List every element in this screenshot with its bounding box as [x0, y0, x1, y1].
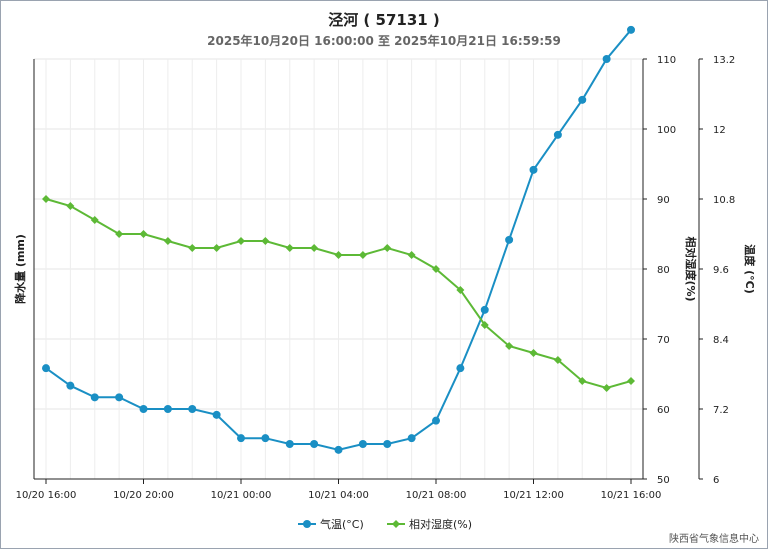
humidity-point: [529, 349, 538, 357]
legend-humidity-label: 相对湿度(%): [409, 517, 472, 531]
temperature-tick-label: 7.2: [713, 405, 729, 416]
humidity-point: [407, 251, 416, 259]
humidity-point: [285, 244, 294, 252]
humidity-point: [358, 251, 367, 259]
humidity-point: [139, 230, 148, 238]
x-tick-label: 10/21 12:00: [503, 490, 564, 501]
x-tick-label: 10/20 16:00: [16, 490, 77, 501]
legend-temperature-label: 气温(°C): [320, 517, 364, 531]
temperature-tick-label: 9.6: [713, 265, 729, 276]
temperature-point: [505, 235, 514, 244]
temperature-point: [139, 405, 148, 413]
humidity-point: [505, 342, 514, 350]
temperature-point: [212, 410, 221, 419]
temperature-point: [188, 405, 197, 413]
humidity-tick-label: 100: [657, 125, 676, 136]
temperature-tick-label: 6: [713, 475, 719, 486]
humidity-tick-label: 80: [657, 265, 670, 276]
humidity-tick-label: 60: [657, 405, 670, 416]
temperature-point: [627, 25, 635, 34]
humidity-point: [480, 321, 489, 329]
temperature-point: [383, 440, 392, 448]
precipitation-axis-title: 降水量 (mm): [13, 234, 27, 304]
temperature-tick-label: 12: [713, 125, 726, 136]
humidity-point: [602, 384, 611, 392]
temperature-point: [163, 405, 172, 413]
temperature-point: [480, 305, 489, 314]
x-tick-label: 10/21 08:00: [406, 490, 467, 501]
x-tick-label: 10/21 16:00: [601, 490, 662, 501]
temperature-point: [358, 440, 367, 448]
humidity-axis-title: 相对湿度(%): [684, 236, 698, 301]
humidity-point: [163, 237, 172, 245]
humidity-point: [334, 251, 343, 259]
temperature-point: [115, 393, 124, 402]
temperature-point: [310, 440, 319, 448]
temperature-point: [285, 440, 294, 448]
humidity-tick-label: 110: [657, 55, 676, 66]
chart-title: 泾河 ( 57131 ): [328, 11, 440, 29]
temperature-point: [237, 434, 245, 443]
temperature-tick-label: 8.4: [713, 335, 729, 346]
temperature-point: [261, 434, 270, 443]
humidity-tick-label: 90: [657, 195, 670, 206]
humidity-point: [553, 356, 562, 364]
temperature-point: [66, 381, 75, 390]
humidity-point: [42, 195, 50, 203]
chart-subtitle: 2025年10月20日 16:00:00 至 2025年10月21日 16:59…: [207, 34, 561, 48]
temperature-point: [553, 130, 562, 139]
temperature-point: [42, 364, 50, 373]
humidity-point: [188, 244, 197, 252]
humidity-point: [212, 244, 221, 252]
temperature-tick-label: 13.2: [713, 55, 735, 66]
legend-temperature-marker: [303, 520, 311, 528]
humidity-point: [115, 230, 124, 238]
temperature-point: [432, 416, 440, 425]
legend-humidity-marker: [392, 520, 400, 528]
humidity-point: [66, 202, 75, 210]
temperature-point: [529, 165, 538, 174]
humidity-point: [627, 377, 635, 385]
humidity-point: [432, 265, 440, 273]
x-tick-label: 10/21 00:00: [211, 490, 272, 501]
credit-text: 陕西省气象信息中心: [669, 534, 759, 545]
temperature-point: [602, 55, 611, 63]
humidity-point: [237, 237, 245, 245]
humidity-point: [310, 244, 319, 252]
temperature-point: [578, 95, 587, 104]
x-tick-label: 10/21 04:00: [308, 490, 369, 501]
temperature-point: [456, 364, 465, 373]
temperature-tick-label: 10.8: [713, 195, 735, 206]
x-tick-label: 10/20 20:00: [113, 490, 174, 501]
humidity-point: [383, 244, 392, 252]
humidity-point: [456, 286, 465, 294]
humidity-point: [90, 216, 99, 224]
humidity-tick-label: 70: [657, 335, 670, 346]
humidity-point: [261, 237, 270, 245]
temperature-axis-title: 温度 (°C): [743, 244, 757, 293]
temperature-point: [407, 434, 416, 443]
humidity-tick-label: 50: [657, 475, 670, 486]
temperature-point: [334, 445, 343, 454]
humidity-point: [578, 377, 587, 385]
temperature-point: [90, 393, 99, 402]
